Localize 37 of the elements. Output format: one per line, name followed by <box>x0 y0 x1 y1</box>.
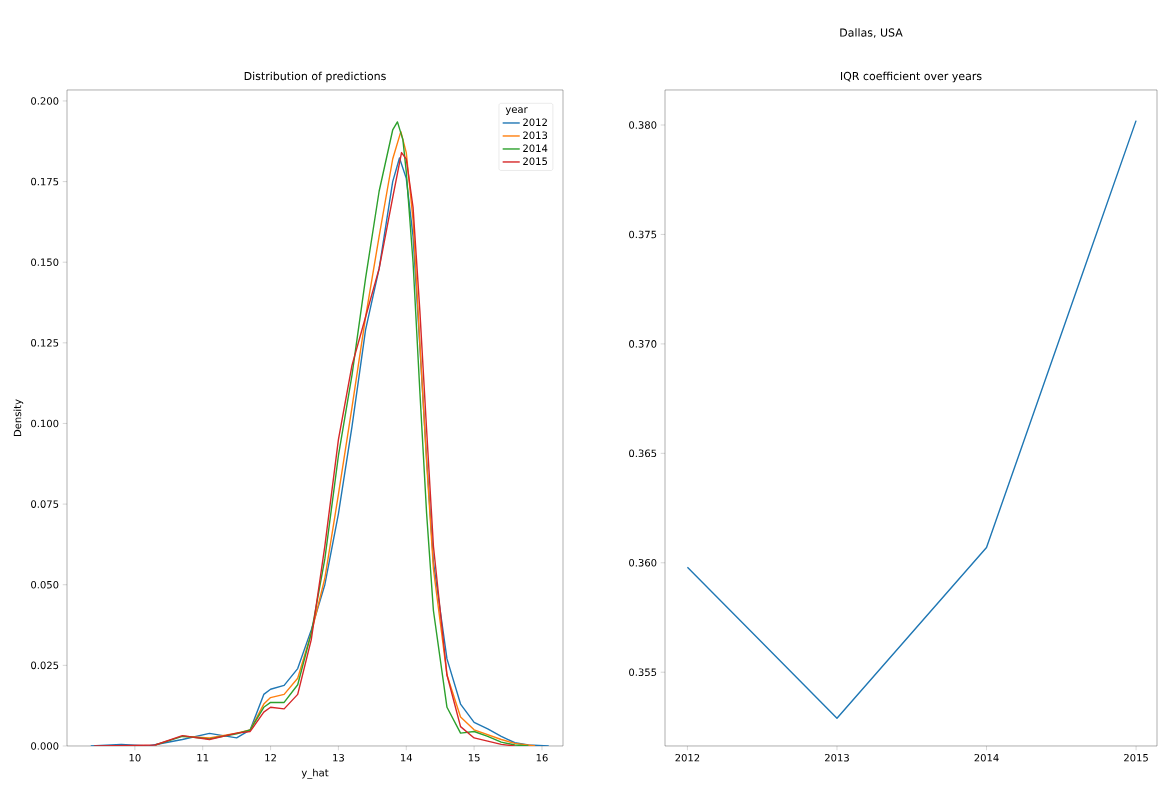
y-tick-label: 0.050 <box>31 580 59 589</box>
y-tick-label: 0.150 <box>31 258 59 266</box>
y-tick-label: 0.000 <box>31 742 59 750</box>
chart-title: Distribution of predictions <box>244 71 386 83</box>
x-tick-label: 13 <box>333 753 344 762</box>
y-tick-label: 0.355 <box>629 668 657 676</box>
y-tick-label: 0.360 <box>629 558 657 567</box>
x-tick-label: 2012 <box>675 753 700 762</box>
y-tick-label: 0.380 <box>629 121 657 129</box>
y-axis-title: Density <box>13 399 24 436</box>
x-tick-label: 2013 <box>824 753 849 762</box>
y-tick-label: 0.100 <box>31 419 59 428</box>
x-tick-label: 16 <box>536 753 548 762</box>
y-tick-label: 0.175 <box>31 177 59 186</box>
y-tick-label: 0.125 <box>31 339 59 347</box>
y-tick-label: 0.365 <box>629 449 657 458</box>
legend-label: 2013 <box>523 131 548 140</box>
line-series <box>686 119 1137 719</box>
x-tick-label: 15 <box>468 753 480 762</box>
text: Dallas, USA <box>840 28 903 38</box>
y-tick-label: 0.075 <box>31 500 59 508</box>
x-tick-label: 11 <box>197 753 209 762</box>
x-tick-label: 14 <box>401 753 413 762</box>
legend-label: 2015 <box>523 157 548 166</box>
y-tick-label: 0.025 <box>31 661 59 670</box>
x-axis-title: y_hat <box>301 768 329 779</box>
legend-label: 2012 <box>523 118 547 127</box>
legend-title: year <box>505 107 528 115</box>
x-tick-label: 12 <box>265 753 276 762</box>
chart-title: IQR coefficient over years <box>841 71 982 83</box>
legend-label: 2014 <box>523 144 548 153</box>
y-tick-label: 0.370 <box>629 340 657 348</box>
x-tick-label: 10 <box>129 753 141 762</box>
x-tick-label: 2014 <box>974 753 999 762</box>
y-tick-label: 0.375 <box>629 230 657 239</box>
x-tick-label: 2015 <box>1124 753 1148 762</box>
y-tick-label: 0.200 <box>31 97 59 105</box>
